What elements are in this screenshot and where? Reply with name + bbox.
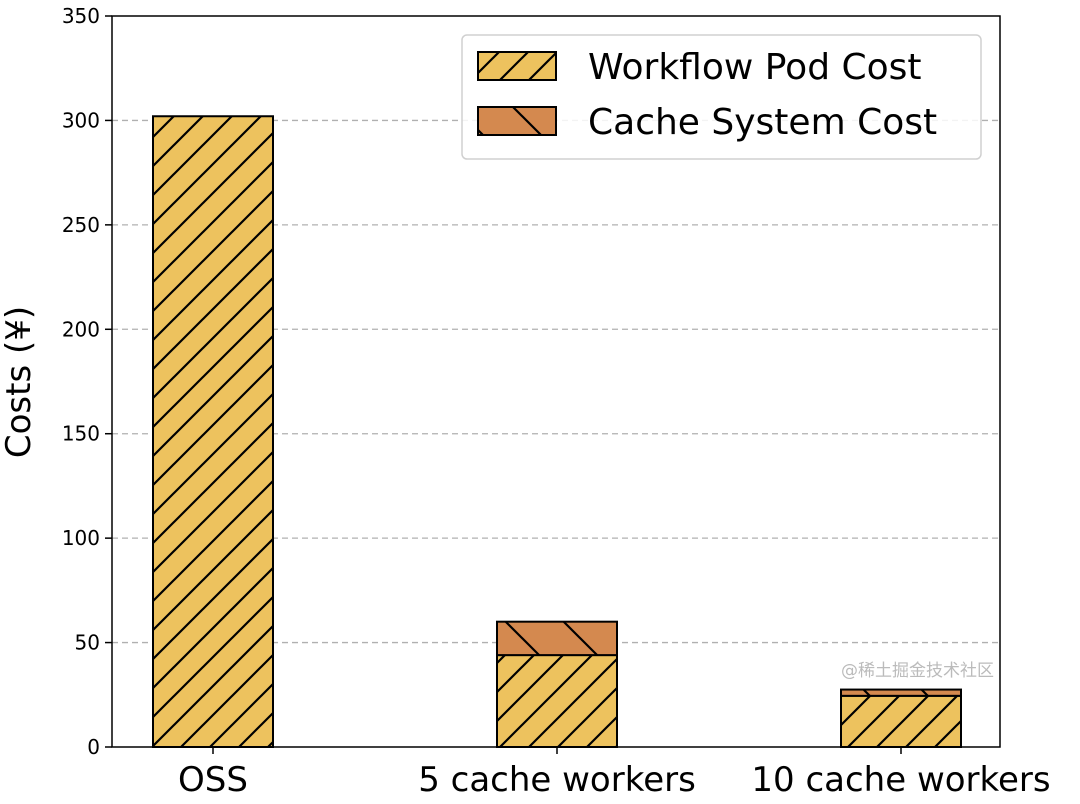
legend: Workflow Pod Cost Cache System Cost [461, 34, 982, 160]
legend-label: Workflow Pod Cost [588, 47, 922, 88]
y-tick-label: 200 [62, 317, 100, 341]
legend-box [461, 34, 982, 160]
bars [152, 115, 962, 749]
legend-label: Cache System Cost [588, 102, 937, 143]
legend-swatch-hatch [477, 106, 557, 136]
bar-hatch [496, 654, 618, 748]
x-tick-label: 10 cache workers [751, 760, 1050, 800]
y-tick-label: 150 [62, 422, 100, 446]
watermark: @稀土掘金技术社区 [841, 661, 994, 681]
bar-hatch [840, 688, 962, 697]
x-tick-label: OSS [178, 760, 248, 800]
x-tick-label: 5 cache workers [418, 760, 696, 800]
y-tick-label: 50 [75, 631, 100, 655]
bar-hatch [840, 694, 962, 749]
y-tick-label: 350 [62, 4, 100, 28]
y-axis-label: Costs (¥) [0, 306, 39, 458]
bar-hatch [152, 115, 274, 749]
y-tick-label: 0 [87, 735, 100, 759]
y-tick-label: 100 [62, 526, 100, 550]
y-tick-label: 300 [62, 108, 100, 132]
axes: 0 50 100 150 200 250 300 350 OSS 5 cache workers 1… [62, 4, 1051, 800]
plot-frame [111, 15, 1001, 748]
y-tick-label: 250 [62, 213, 100, 237]
legend-swatch-hatch [477, 51, 557, 81]
bar-hatch [496, 620, 618, 657]
